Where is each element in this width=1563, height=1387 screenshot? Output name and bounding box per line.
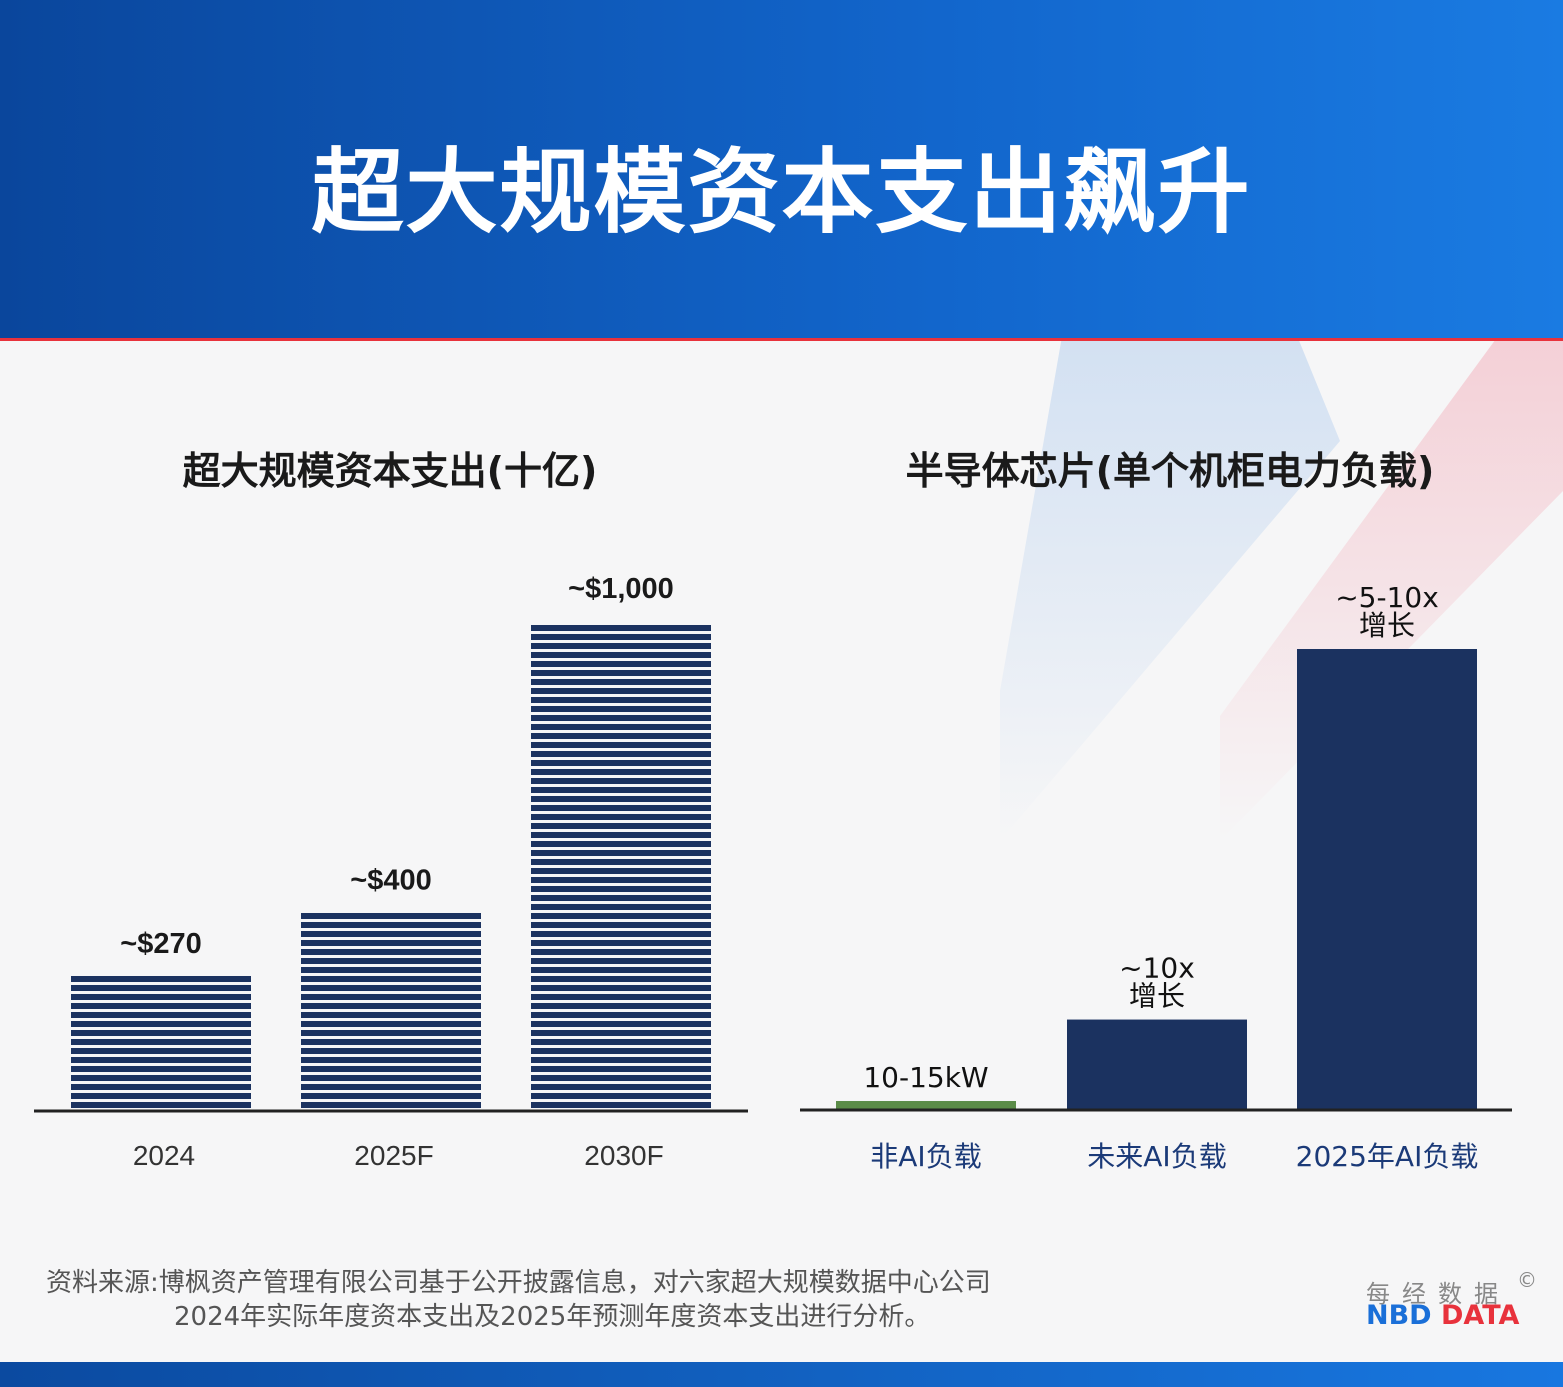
copyright-symbol: © — [1517, 1268, 1537, 1292]
data-label: 10-15kW — [863, 1061, 988, 1094]
data-label: ~$400 — [350, 865, 431, 897]
x-tick-label: 2024 — [133, 1140, 195, 1171]
logo-en: NBD DATA — [1366, 1300, 1519, 1331]
bar-2030F — [531, 625, 711, 1108]
header-banner: 超大规模资本支出飙升 — [0, 0, 1563, 338]
source-line-2: 2024年实际年度资本支出及2025年预测年度资本支出进行分析。 — [174, 1302, 931, 1332]
footer-bar — [0, 1362, 1563, 1387]
data-label: ~$270 — [120, 928, 201, 960]
source-line-1: 资料来源:博枫资产管理有限公司基于公开披露信息，对六家超大规模数据中心公司 — [46, 1268, 991, 1298]
x-tick-label: 非AI负载 — [870, 1140, 981, 1173]
x-tick-label: 2025年AI负载 — [1296, 1140, 1479, 1173]
data-label: 增长 — [1359, 609, 1415, 642]
bar-2025F — [301, 913, 481, 1108]
bar-非AI负载 — [836, 1101, 1016, 1109]
data-label: ~5-10x — [1335, 581, 1439, 614]
data-label: ~$1,000 — [568, 573, 674, 605]
data-label: 增长 — [1129, 980, 1185, 1013]
logo-data: DATA — [1441, 1300, 1520, 1331]
logo-nbd: NBD — [1366, 1300, 1432, 1331]
x-tick-label: 2025F — [354, 1140, 433, 1171]
x-tick-label: 未来AI负载 — [1087, 1140, 1226, 1173]
bar-2024 — [71, 976, 251, 1108]
logo-cn: 每经数据 — [1366, 1280, 1510, 1308]
chart-title-capex: 超大规模资本支出(十亿) — [182, 449, 598, 493]
x-tick-label: 2030F — [584, 1140, 663, 1171]
page-title: 超大规模资本支出飙升 — [311, 139, 1252, 246]
source-note: 资料来源:博枫资产管理有限公司基于公开披露信息，对六家超大规模数据中心公司 20… — [46, 1266, 991, 1334]
bar-2025年AI负载 — [1297, 649, 1477, 1109]
bar-未来AI负载 — [1067, 1019, 1247, 1109]
data-label: ~10x — [1119, 952, 1195, 985]
chart-title-power: 半导体芯片(单个机柜电力负载) — [905, 449, 1435, 493]
divider — [0, 338, 1563, 341]
